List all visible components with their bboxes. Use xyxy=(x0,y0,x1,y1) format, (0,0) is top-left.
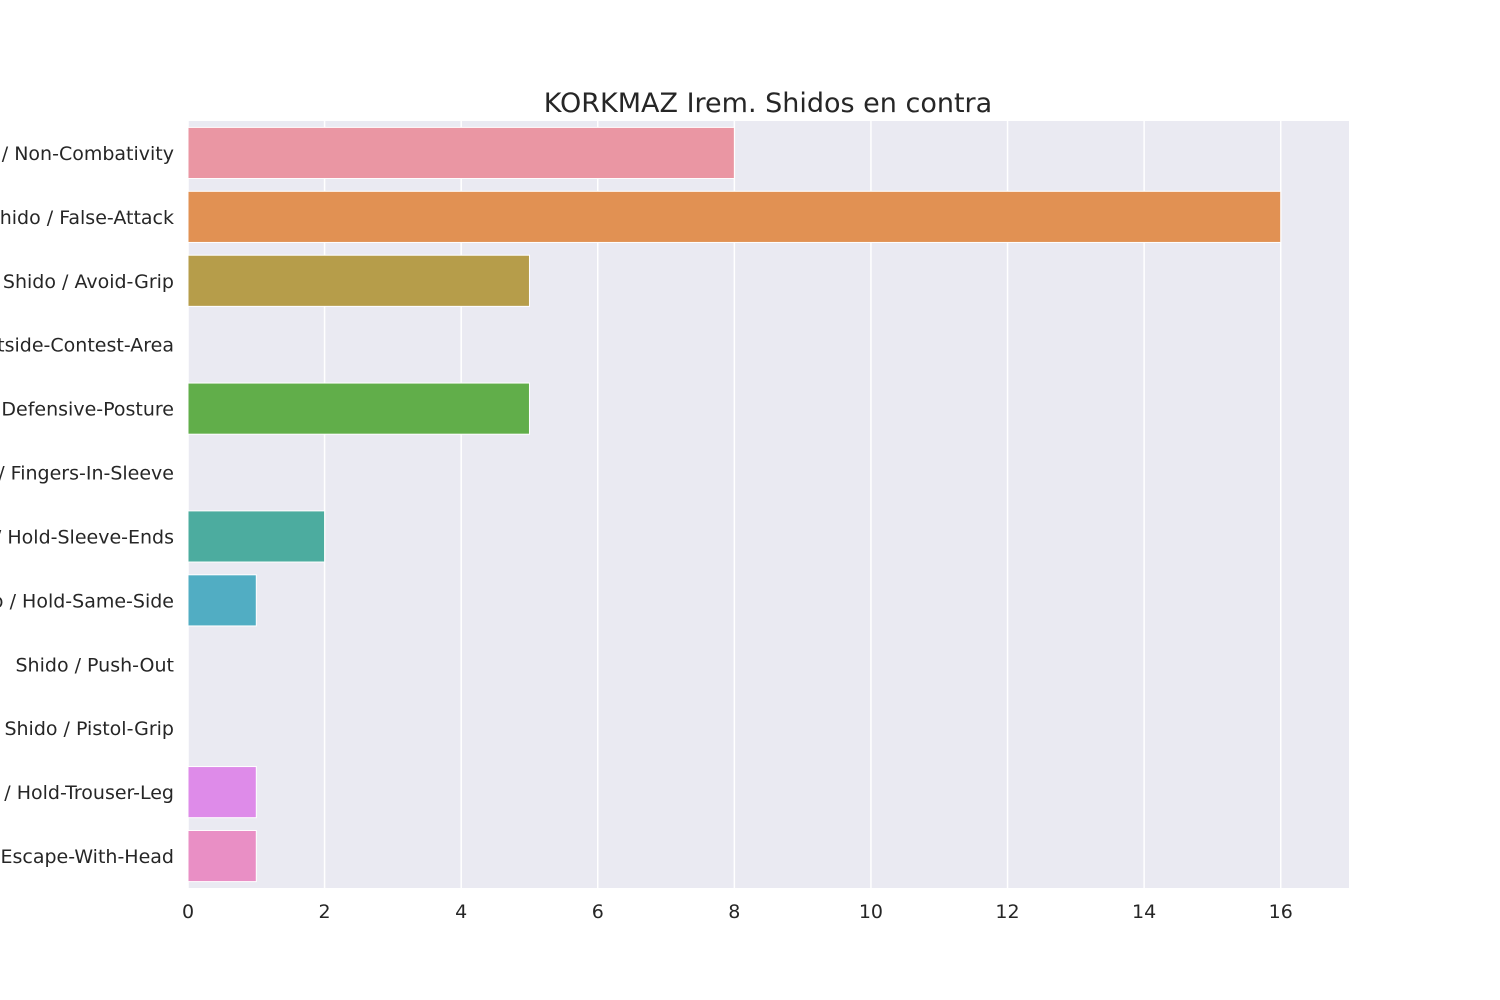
x-tick-label: 12 xyxy=(995,901,1019,923)
bar xyxy=(187,126,735,180)
y-tick-label: Shido / False-Attack xyxy=(0,207,174,229)
y-tick-label: Shido / Hold-Same-Side xyxy=(0,590,174,612)
chart-title: KORKMAZ Irem. Shidos en contra xyxy=(544,88,992,119)
y-tick-label: Shido / Avoid-Grip xyxy=(3,271,174,293)
y-tick-label: Shido / Fingers-In-Sleeve xyxy=(0,463,174,485)
y-tick-labels: Shido / Non-Combativity Shido / False-Att… xyxy=(0,143,174,868)
x-tick-label: 4 xyxy=(455,901,467,923)
x-tick-label: 14 xyxy=(1132,901,1156,923)
y-tick-label: Shido / Defensive-Posture xyxy=(0,399,174,421)
bar xyxy=(187,382,530,435)
y-tick-label: Shido / Escape-With-Head xyxy=(0,846,174,868)
x-tick-label: 10 xyxy=(859,901,883,923)
x-tick-label: 8 xyxy=(728,901,740,923)
x-tick-label: 2 xyxy=(319,901,331,923)
x-tick-labels: 0 2 4 6 8 10 12 14 16 xyxy=(182,901,1293,923)
x-tick-label: 6 xyxy=(592,901,604,923)
bar xyxy=(187,254,530,307)
bar xyxy=(187,190,1282,243)
bar xyxy=(187,829,257,883)
y-tick-label: Shido / Hold-Sleeve-Ends xyxy=(0,526,174,548)
plot-area xyxy=(188,121,1349,888)
y-tick-label: Shido / Hold-Trouser-Leg xyxy=(0,782,174,804)
bar xyxy=(187,574,257,627)
y-tick-label: Shido / Outside-Contest-Area xyxy=(0,335,174,357)
x-tick-label: 0 xyxy=(182,901,194,923)
bar xyxy=(187,766,257,819)
y-tick-label: Shido / Pistol-Grip xyxy=(4,718,174,740)
y-tick-label: Shido / Push-Out xyxy=(16,654,175,676)
grid-lines xyxy=(187,121,1282,888)
bar xyxy=(187,510,326,563)
y-tick-label: Shido / Non-Combativity xyxy=(0,143,174,165)
bars xyxy=(187,126,1282,883)
x-tick-label: 16 xyxy=(1269,901,1293,923)
